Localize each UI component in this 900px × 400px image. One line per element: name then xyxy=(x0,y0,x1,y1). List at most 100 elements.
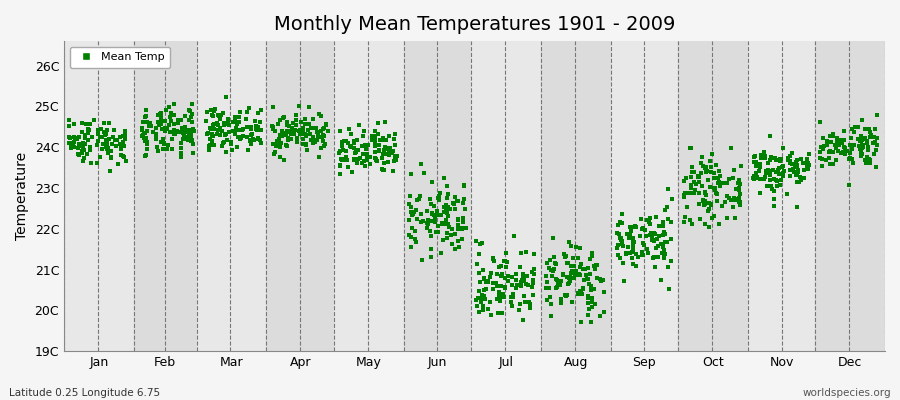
Point xyxy=(832,141,847,147)
Point xyxy=(280,128,294,134)
Point xyxy=(140,141,155,148)
Point xyxy=(578,266,592,272)
Point xyxy=(615,241,629,247)
Point xyxy=(184,114,199,120)
Point xyxy=(157,140,171,146)
Point xyxy=(767,176,781,182)
Point xyxy=(840,148,854,154)
Point xyxy=(137,130,151,136)
Point xyxy=(834,136,849,143)
Point xyxy=(663,219,678,226)
Point xyxy=(870,142,885,148)
Point xyxy=(482,274,497,280)
Point xyxy=(802,162,816,168)
Point xyxy=(280,119,294,125)
Point xyxy=(230,127,244,133)
Point xyxy=(99,128,113,135)
Point xyxy=(218,132,232,138)
Point xyxy=(851,135,866,142)
Point xyxy=(234,135,248,141)
Point xyxy=(177,113,192,119)
Point xyxy=(363,161,377,168)
Point xyxy=(403,193,418,199)
Point xyxy=(677,177,691,184)
Point xyxy=(165,146,179,152)
Point xyxy=(208,106,222,112)
Point xyxy=(215,143,230,149)
Point xyxy=(279,120,293,126)
Point xyxy=(475,303,490,310)
Point xyxy=(228,114,242,120)
Point xyxy=(584,283,598,289)
Point xyxy=(692,201,706,207)
Point xyxy=(823,148,837,155)
Point xyxy=(616,277,631,284)
Point xyxy=(370,158,384,164)
Point xyxy=(181,129,195,135)
Point xyxy=(698,198,713,204)
Point xyxy=(295,127,310,134)
Point xyxy=(790,162,805,168)
Point xyxy=(375,155,390,162)
Point xyxy=(441,204,455,210)
Point xyxy=(832,140,847,147)
Point xyxy=(724,144,738,151)
Point xyxy=(118,136,132,142)
Point xyxy=(623,231,637,237)
Point xyxy=(458,224,473,231)
Point xyxy=(98,131,112,137)
Point xyxy=(623,250,637,256)
Point xyxy=(789,158,804,165)
Point xyxy=(489,280,503,286)
Point xyxy=(655,241,670,248)
Point xyxy=(758,155,772,161)
Point xyxy=(185,137,200,144)
Point xyxy=(623,224,637,230)
Point xyxy=(205,138,220,144)
Point xyxy=(177,124,192,131)
Point xyxy=(100,146,114,152)
Point xyxy=(254,107,268,113)
Point xyxy=(692,190,706,196)
Point xyxy=(448,231,463,237)
Point xyxy=(618,250,633,256)
Point xyxy=(685,190,699,197)
Point xyxy=(383,148,398,154)
Point xyxy=(81,126,95,132)
Point xyxy=(311,134,326,140)
Point xyxy=(338,138,352,144)
Point xyxy=(137,135,151,141)
Point xyxy=(683,182,698,188)
Point xyxy=(367,143,382,150)
Point xyxy=(566,263,580,270)
Point xyxy=(171,117,185,123)
Point xyxy=(447,201,462,207)
Point xyxy=(658,251,672,257)
Point xyxy=(769,156,783,163)
Point xyxy=(206,126,220,132)
Point xyxy=(863,134,878,140)
Point xyxy=(160,145,175,152)
Point xyxy=(767,176,781,182)
Point xyxy=(479,278,493,285)
Point xyxy=(732,195,746,202)
Point xyxy=(418,170,432,176)
Point xyxy=(773,158,788,164)
Point xyxy=(582,256,597,262)
Point xyxy=(853,149,868,155)
Point xyxy=(424,232,438,239)
Point xyxy=(722,194,736,201)
Point xyxy=(296,136,310,142)
Point xyxy=(832,141,846,148)
Point xyxy=(276,114,291,121)
Point xyxy=(186,150,201,156)
Point xyxy=(762,133,777,139)
Point xyxy=(713,173,727,180)
Point xyxy=(628,223,643,229)
Point xyxy=(799,156,814,162)
Point xyxy=(232,119,247,125)
Bar xyxy=(748,41,815,351)
Point xyxy=(538,273,553,279)
Point xyxy=(834,150,849,156)
Point xyxy=(498,285,512,291)
